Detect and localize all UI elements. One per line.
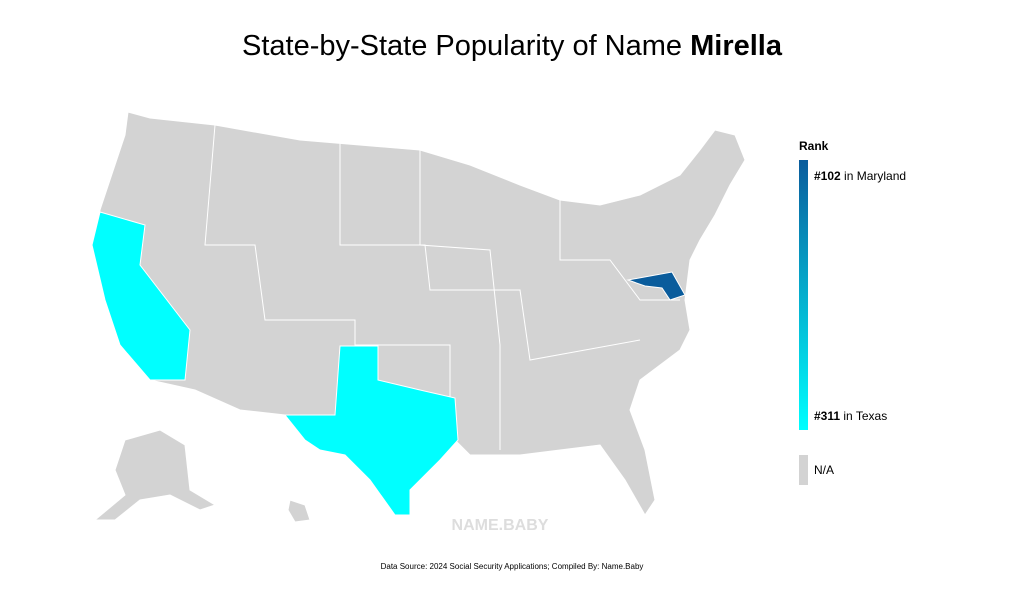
- source: Data Source: 2024 Social Security Applic…: [380, 562, 644, 571]
- title: State-by-State Popularity of Name Mirell…: [0, 30, 1024, 63]
- legend-top: #102 in Maryland: [814, 169, 906, 183]
- legend-title: Rank: [799, 139, 829, 153]
- alaska: [93, 429, 217, 521]
- hawaii: [287, 499, 311, 523]
- state-line: [339, 140, 641, 361]
- states: [91, 111, 746, 523]
- legend-colorbar: [799, 160, 808, 430]
- title-name: Mirella: [690, 30, 782, 62]
- state-line: [419, 150, 501, 450]
- legend-bottom: #311 in Texas: [814, 409, 887, 423]
- maryland: [626, 271, 686, 301]
- state-line: [204, 124, 451, 398]
- watermark: NAME.BABY: [452, 517, 549, 534]
- title-prefix: State-by-State Popularity of Name: [242, 30, 683, 62]
- california: [91, 211, 191, 381]
- legend-bottom-rank: #311: [814, 409, 840, 423]
- state-line: [559, 200, 680, 301]
- legend-na-label: N/A: [814, 463, 834, 477]
- us-mainland: [94, 111, 746, 516]
- legend-na-swatch: [799, 455, 808, 485]
- legend-top-rank: #102: [814, 169, 841, 183]
- legend-bottom-state: in Texas: [843, 409, 887, 423]
- legend-top-state: in Maryland: [844, 169, 906, 183]
- texas: [283, 345, 459, 516]
